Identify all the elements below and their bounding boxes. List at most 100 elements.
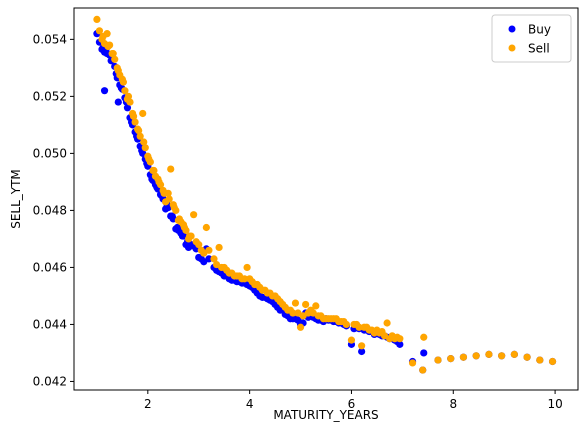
point-sell <box>383 319 391 327</box>
y-tick-label: 0.042 <box>33 374 67 388</box>
point-buy <box>420 349 428 357</box>
series-sell <box>93 15 557 374</box>
point-sell <box>447 355 455 363</box>
point-sell <box>319 315 328 323</box>
point-sell <box>185 232 194 240</box>
point-sell <box>340 317 348 326</box>
point-sell <box>111 55 119 63</box>
point-sell <box>131 118 139 126</box>
y-tick-label: 0.050 <box>33 146 67 160</box>
point-sell <box>215 243 223 252</box>
point-sell <box>472 352 480 360</box>
y-axis-ticks: 0.042 0.044 0.046 0.048 0.050 0.052 0.054 <box>33 32 74 388</box>
y-tick-label: 0.052 <box>33 89 67 103</box>
plot-frame <box>73 7 579 391</box>
point-sell <box>175 215 183 223</box>
point-sell <box>210 255 218 263</box>
point-sell <box>136 132 144 140</box>
point-buy <box>123 104 132 112</box>
legend-label-sell: Sell <box>528 42 550 56</box>
point-sell <box>548 357 557 366</box>
point-sell <box>304 309 312 317</box>
point-sell <box>190 211 198 219</box>
point-sell <box>135 126 143 135</box>
point-sell <box>536 356 544 364</box>
point-sell <box>391 335 399 343</box>
point-sell <box>180 223 189 232</box>
point-sell <box>167 165 175 173</box>
point-sell <box>324 315 333 323</box>
point-sell <box>459 353 468 361</box>
point-sell <box>145 155 153 163</box>
point-sell <box>238 275 246 283</box>
point-sell <box>279 300 287 309</box>
point-sell <box>140 138 148 146</box>
point-sell <box>253 280 261 289</box>
point-sell <box>291 299 300 307</box>
point-sell <box>498 352 506 360</box>
point-sell <box>396 335 404 343</box>
point-sell <box>202 223 210 232</box>
point-sell <box>99 32 107 41</box>
point-sell <box>523 353 531 361</box>
y-tick-label: 0.044 <box>33 317 67 331</box>
point-sell <box>347 336 356 344</box>
point-sell <box>114 67 122 75</box>
point-sell <box>386 335 394 343</box>
point-buy <box>114 98 122 106</box>
point-sell <box>358 342 366 350</box>
point-sell <box>370 329 378 337</box>
point-sell <box>510 350 518 358</box>
point-sell <box>312 302 320 310</box>
point-sell <box>160 189 168 197</box>
x-axis-ticks: 2 4 6 8 10 <box>144 390 563 411</box>
x-tick-label: 4 <box>246 397 254 411</box>
point-sell <box>296 323 305 331</box>
point-sell <box>195 241 203 249</box>
point-buy <box>205 255 213 263</box>
y-axis-label: SELL_YTM <box>9 169 23 229</box>
legend-label-buy: Buy <box>528 23 551 37</box>
point-sell <box>274 295 282 303</box>
point-sell <box>93 15 101 23</box>
x-axis-label: MATURITY_YEARS <box>273 408 378 422</box>
point-sell <box>104 42 112 51</box>
point-buy <box>100 87 109 95</box>
point-sell <box>408 359 417 367</box>
y-tick-label: 0.048 <box>33 203 67 217</box>
point-sell <box>109 50 117 58</box>
point-sell <box>139 109 147 118</box>
point-sell <box>434 356 442 364</box>
point-sell <box>420 333 428 341</box>
x-tick-label: 2 <box>144 397 152 411</box>
y-tick-label: 0.054 <box>33 32 67 46</box>
point-sell <box>205 246 213 254</box>
point-sell <box>289 309 297 317</box>
point-sell <box>170 203 178 212</box>
y-tick-label: 0.046 <box>33 260 67 274</box>
point-sell <box>124 92 133 100</box>
point-sell <box>129 112 138 120</box>
point-sell <box>126 98 134 106</box>
point-sell <box>485 350 493 358</box>
legend-marker-sell <box>508 44 516 52</box>
point-buy <box>173 223 181 232</box>
x-tick-label: 6 <box>348 397 356 411</box>
point-sell <box>95 27 104 35</box>
point-sell <box>121 87 129 95</box>
point-buy <box>168 212 176 220</box>
point-sell <box>155 178 163 186</box>
points-layer <box>93 15 557 374</box>
point-sell <box>119 78 127 86</box>
point-sell <box>141 144 149 152</box>
point-sell <box>419 366 427 374</box>
point-buy <box>396 340 404 348</box>
x-tick-label: 10 <box>547 397 562 411</box>
x-tick-label: 8 <box>449 397 457 411</box>
legend: Buy Sell <box>491 14 572 63</box>
point-buy <box>178 232 187 240</box>
point-sell <box>243 263 251 272</box>
legend-marker-buy <box>508 25 516 33</box>
